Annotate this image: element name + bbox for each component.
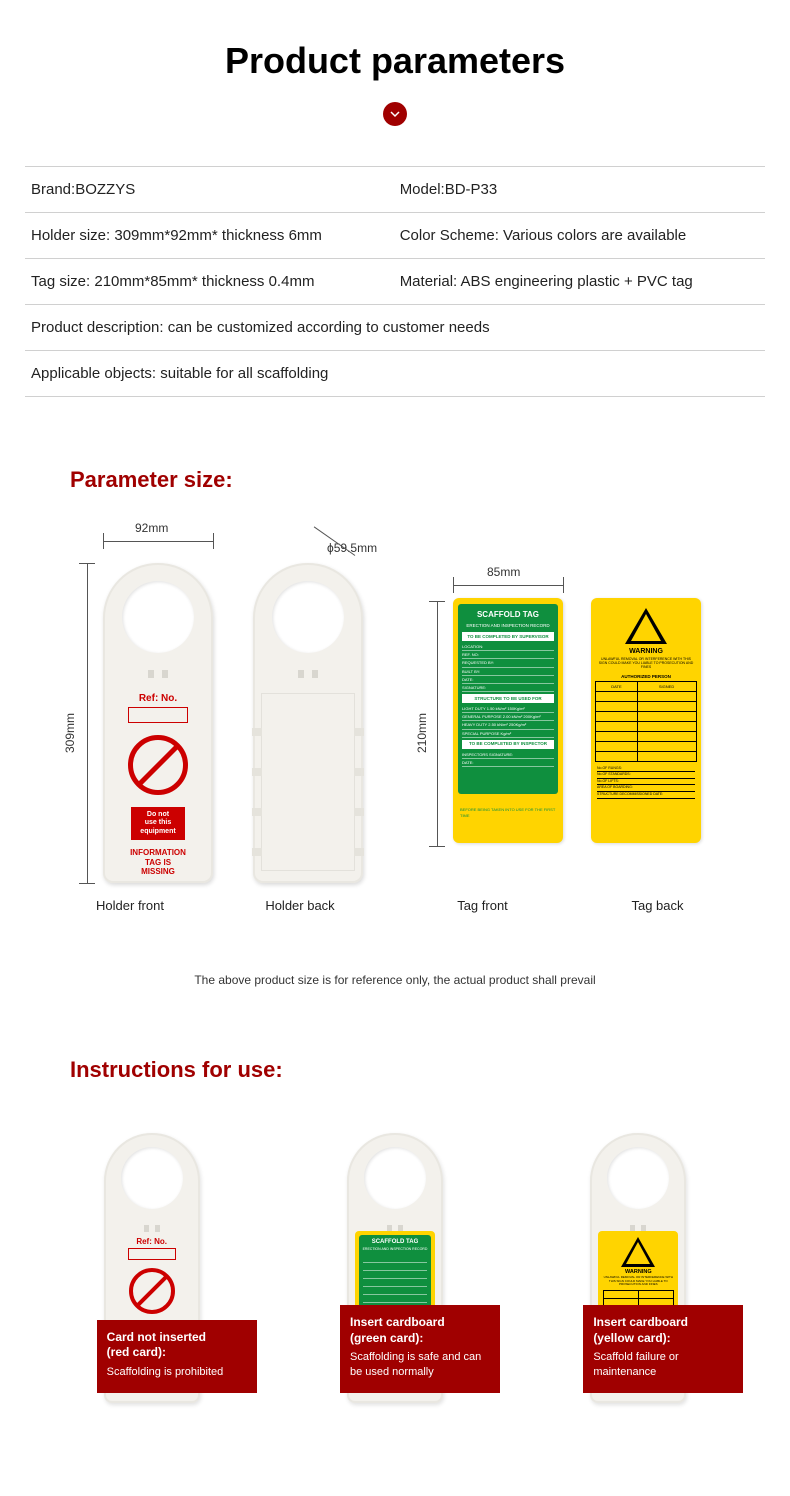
warning-triangle-icon [621, 1237, 655, 1267]
tag-footer: BEFORE BEING TAKEN INTO USE FOR THE FIRS… [458, 804, 558, 838]
tag-row: SIGNATURE: [462, 684, 554, 692]
chevron-down-icon [383, 102, 407, 126]
dim-height-label: 309mm [63, 713, 77, 753]
tag-row: DATE: [462, 759, 554, 767]
tag-row: BUILT BY: [462, 668, 554, 676]
tag-row: LOCATION: [462, 643, 554, 651]
dim-width-label: 92mm [135, 521, 168, 535]
instruction-desc: Scaffolding is prohibited [107, 1365, 247, 1379]
footer-row: No.OF RUNGS: [597, 766, 695, 773]
parameters-table: Brand:BOZZYSModel:BD-P33 Holder size: 30… [25, 166, 765, 397]
footer-row: AREA OF BOARDING: [597, 785, 695, 792]
diagram-note: The above product size is for reference … [0, 963, 790, 1037]
prohibition-icon [128, 735, 188, 795]
instruction-title: Card not inserted (red card): [107, 1330, 247, 1361]
tag-row: GENERAL PURPOSE 2.00 kN/m² 200Kg/m² [462, 713, 554, 721]
footer-row: STRUCTURE DECOMMISSIONED DATE: [597, 792, 695, 799]
warning-triangle-icon [625, 608, 667, 644]
ref-box [128, 1248, 176, 1260]
holder-front: Ref: No. Do not use this equipment INFOR… [103, 563, 213, 883]
instructions-heading: Instructions for use: [0, 1037, 790, 1113]
param-cell: Product description: can be customized a… [25, 305, 765, 351]
param-cell: Material: ABS engineering plastic + PVC … [394, 259, 765, 305]
param-cell: Model:BD-P33 [394, 167, 765, 213]
tag-strip-2: STRUCTURE TO BE USED FOR [462, 694, 554, 703]
authorized-label: AUTHORIZED PERSON [591, 674, 701, 679]
info-missing-text: INFORMATION TAG IS MISSING [113, 848, 203, 877]
instruction-overlay: Card not inserted (red card): Scaffoldin… [97, 1320, 257, 1393]
dim-tag-height-label: 210mm [415, 713, 429, 753]
dim-tag-width-label: 85mm [487, 565, 520, 579]
param-cell: Applicable objects: suitable for all sca… [25, 351, 765, 397]
tag-row: REQUESTED BY: [462, 659, 554, 667]
warning-fine-print: UNLAWFUL REMOVAL OR INTERFERENCE WITH TH… [598, 1275, 678, 1290]
instruction-green: SCAFFOLD TAG ERECTION AND INSPECTION REC… [290, 1133, 500, 1413]
instruction-overlay: Insert cardboard (green card): Scaffoldi… [340, 1305, 500, 1393]
donot-use-box: Do not use this equipment [131, 807, 185, 840]
tag-strip-1: TO BE COMPLETED BY SUPERVISOR [462, 632, 554, 641]
warning-text: WARNING [591, 648, 701, 655]
footer-row: No.OF LIFTS: [597, 779, 695, 786]
ref-box [128, 707, 188, 723]
instruction-desc: Scaffold failure or maintenance [593, 1350, 733, 1379]
prohibition-icon [129, 1268, 175, 1314]
tag-row: DATE: [462, 676, 554, 684]
tag-row: INSPECTORS SIGNATURE: [462, 751, 554, 759]
caption-holder-back: Holder back [215, 898, 385, 913]
instructions-row: Ref: No. Do not use this equipment INFOR… [0, 1113, 790, 1443]
tag-row: HEAVY DUTY 2.50 kN/m² 250Kg/m² [462, 721, 554, 729]
tag-strip-3: TO BE COMPLETED BY INSPECTOR [462, 740, 554, 749]
tag-front: SCAFFOLD TAG ERECTION AND INSPECTION REC… [453, 598, 563, 843]
tag-title: SCAFFOLD TAG [462, 610, 554, 620]
tag-row: LIGHT DUTY 1.50 kN/m² 150Kg/m² [462, 705, 554, 713]
footer-row: No.OF STANDARDS: [597, 772, 695, 779]
param-cell: Color Scheme: Various colors are availab… [394, 213, 765, 259]
instruction-title: Insert cardboard (yellow card): [593, 1315, 733, 1346]
tag-title: SCAFFOLD TAG [359, 1239, 431, 1245]
dimension-diagram: 92mm 309mm ϕ59.5mm 85mm 210mm Ref: No. D… [45, 523, 745, 953]
tag-back: WARNING UNLAWFUL REMOVAL OR INTERFERENCE… [591, 598, 701, 843]
tag-subtitle: ERECTION AND INSPECTION RECORD [462, 623, 554, 629]
tag-row: SPECIAL PURPOSE Kg/m² [462, 730, 554, 738]
parameter-size-heading: Parameter size: [0, 447, 790, 523]
tag-back-footer: No.OF RUNGS: No.OF STANDARDS: No.OF LIFT… [591, 762, 701, 803]
param-cell: Holder size: 309mm*92mm* thickness 6mm [25, 213, 394, 259]
ref-label: Ref: No. [112, 1237, 192, 1246]
caption-holder-front: Holder front [45, 898, 215, 913]
tag-row: REF. NO: [462, 651, 554, 659]
instruction-desc: Scaffolding is safe and can be used norm… [350, 1350, 490, 1379]
tag-subtitle: ERECTION AND INSPECTION RECORD [359, 1247, 431, 1251]
page-title: Product parameters [0, 0, 790, 102]
caption-tag-back: Tag back [580, 898, 735, 913]
ref-label: Ref: No. [113, 693, 203, 704]
instruction-red: Ref: No. Do not use this equipment INFOR… [47, 1133, 257, 1413]
th-date: DATE [596, 681, 637, 691]
signoff-table: DATESIGNED [595, 681, 696, 762]
param-cell: Tag size: 210mm*85mm* thickness 0.4mm [25, 259, 394, 305]
th-signed: SIGNED [637, 681, 696, 691]
param-cell: Brand:BOZZYS [25, 167, 394, 213]
warning-fine-print: UNLAWFUL REMOVAL OR INTERFERENCE WITH TH… [591, 655, 701, 674]
instruction-title: Insert cardboard (green card): [350, 1315, 490, 1346]
holder-back [253, 563, 363, 883]
caption-tag-front: Tag front [385, 898, 580, 913]
instruction-yellow: WARNING UNLAWFUL REMOVAL OR INTERFERENCE… [533, 1133, 743, 1413]
instruction-overlay: Insert cardboard (yellow card): Scaffold… [583, 1305, 743, 1393]
